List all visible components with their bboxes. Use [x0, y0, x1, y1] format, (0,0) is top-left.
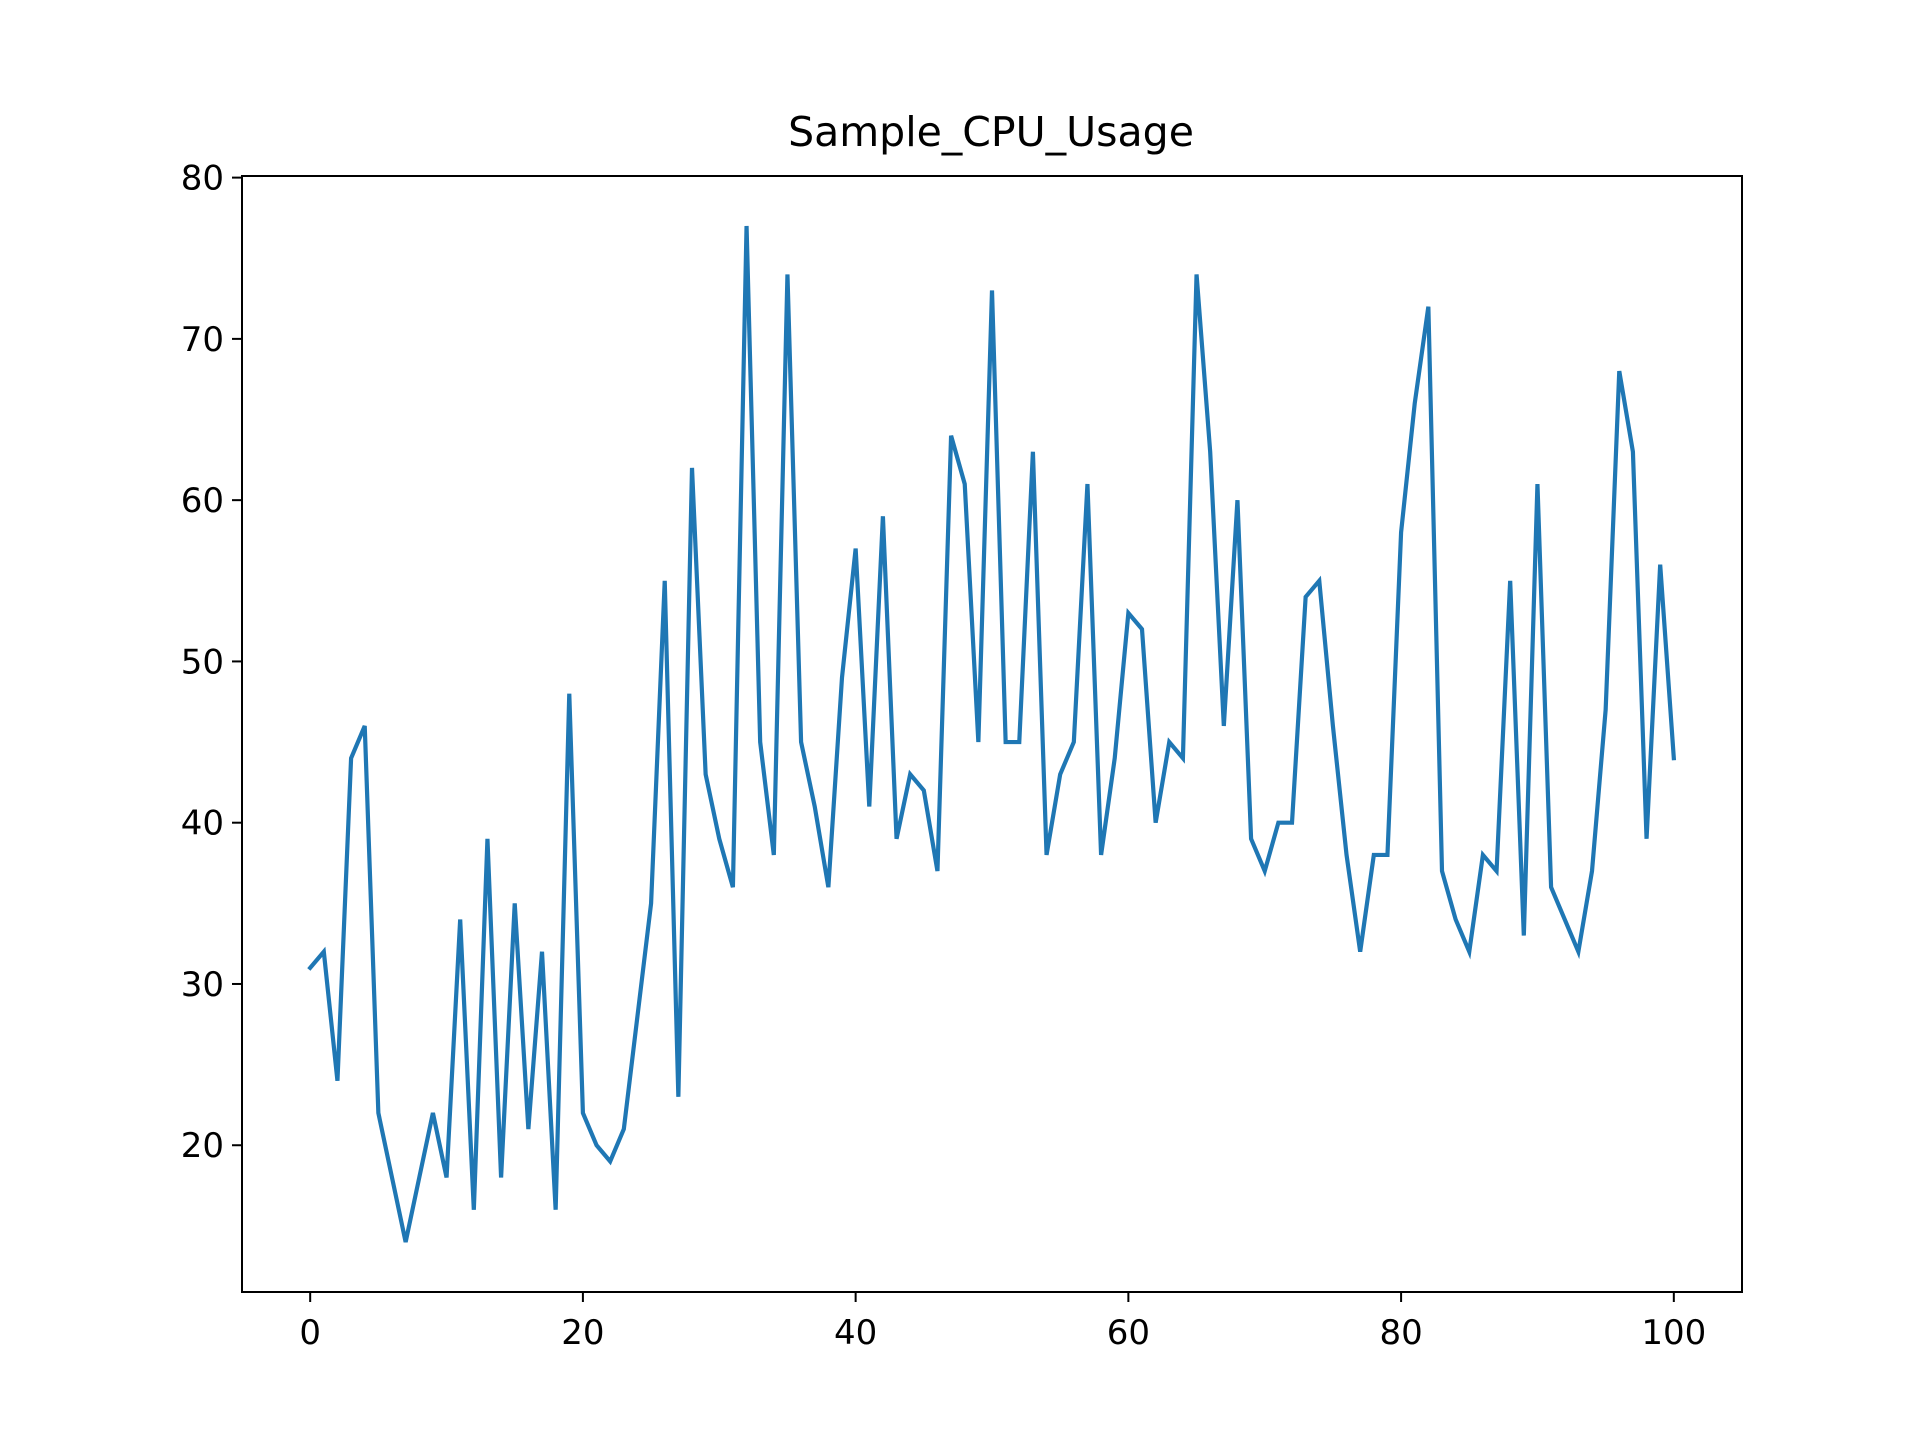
y-tick-label: 80: [181, 159, 224, 199]
x-tick-label: 60: [1107, 1313, 1150, 1353]
y-tick-label: 40: [181, 804, 224, 844]
y-tick-label: 30: [181, 965, 224, 1005]
series-line-0: [307, 225, 1677, 1243]
x-tick-label: 40: [834, 1313, 877, 1353]
x-tick-label: 0: [299, 1313, 321, 1353]
y-tick-label: 20: [181, 1126, 224, 1166]
plot-area-frame: [241, 175, 1743, 1293]
series-layer: [307, 225, 1677, 1243]
chart-title: Sample_CPU_Usage: [788, 108, 1194, 156]
x-tick-label: 20: [561, 1313, 604, 1353]
y-axis: 20 30 40 50 60 70 80: [181, 159, 242, 1166]
x-tick-label: 100: [1641, 1313, 1706, 1353]
y-tick-label: 50: [181, 642, 224, 682]
y-tick-label: 60: [181, 481, 224, 521]
x-axis: 0 20 40 60 80 100: [299, 1292, 1706, 1353]
x-tick-label: 80: [1379, 1313, 1422, 1353]
y-tick-label: 70: [181, 320, 224, 360]
